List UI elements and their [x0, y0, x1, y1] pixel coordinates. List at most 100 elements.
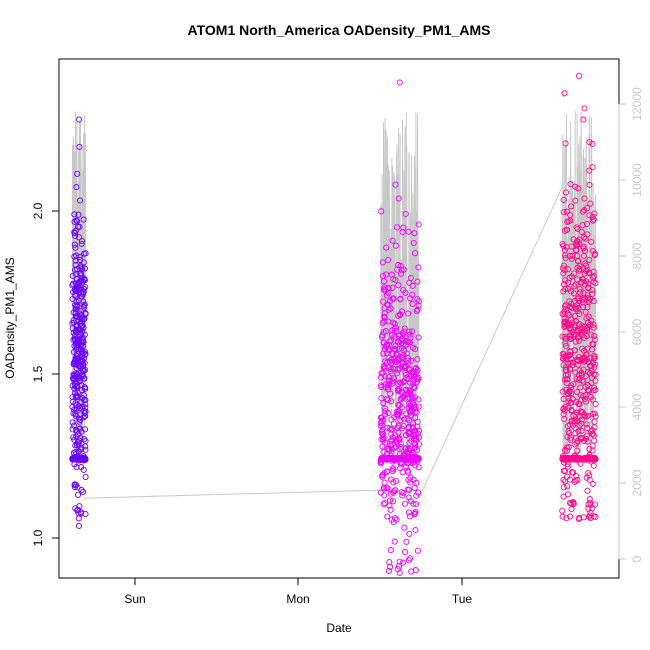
data-point: [586, 139, 593, 146]
data-point: [405, 417, 412, 424]
data-point: [395, 380, 402, 387]
data-point: [585, 368, 592, 375]
data-point: [413, 409, 420, 416]
data-point: [574, 258, 581, 265]
data-point: [403, 538, 410, 545]
data-point: [590, 513, 597, 520]
data-point: [381, 318, 388, 325]
data-point: [561, 303, 569, 310]
data-point: [571, 453, 578, 460]
data-point: [405, 228, 412, 235]
data-point: [407, 388, 414, 395]
data-point: [572, 197, 579, 204]
data-point: [560, 281, 568, 288]
data-point: [405, 400, 412, 407]
data-point: [590, 216, 597, 223]
data-point: [569, 396, 576, 403]
y-right-tick-label-2000: 2000: [630, 469, 644, 496]
data-point: [571, 478, 578, 486]
data-point: [387, 506, 394, 513]
data-point: [385, 285, 392, 292]
data-point: [381, 411, 389, 418]
data-point: [414, 367, 421, 374]
data-point: [582, 267, 590, 274]
data-point: [566, 274, 573, 281]
data-point: [74, 170, 81, 177]
data-point: [379, 422, 386, 429]
data-point: [396, 79, 403, 86]
data-point: [587, 499, 594, 506]
data-point: [80, 288, 87, 296]
data-point: [81, 250, 88, 257]
data-point: [405, 557, 412, 564]
data-point: [574, 307, 581, 315]
data-point: [574, 456, 581, 463]
data-point: [79, 395, 86, 402]
data-point: [73, 339, 80, 346]
data-point: [415, 464, 422, 471]
data-point: [397, 396, 404, 403]
data-point: [69, 419, 76, 426]
data-point: [576, 286, 583, 293]
data-point: [579, 276, 586, 283]
x-tick-label-sun: Sun: [124, 592, 145, 606]
data-point: [381, 346, 389, 353]
data-point: [69, 393, 76, 401]
data-point: [386, 354, 393, 361]
data-point: [563, 455, 570, 462]
data-point: [80, 466, 87, 473]
data-point: [570, 333, 577, 340]
data-point: [568, 390, 575, 397]
data-point: [568, 255, 575, 262]
data-point: [397, 379, 404, 386]
data-point: [381, 492, 388, 499]
data-point: [74, 302, 81, 309]
data-point: [385, 306, 392, 313]
data-point: [572, 477, 579, 484]
data-point: [559, 507, 566, 514]
data-point: [392, 346, 399, 353]
data-point: [578, 416, 585, 423]
data-point: [397, 262, 404, 269]
data-point: [387, 305, 394, 312]
right-axis-connector-1: [83, 489, 381, 499]
data-point: [81, 426, 89, 433]
data-point: [381, 287, 388, 294]
data-point: [81, 454, 88, 462]
data-point: [69, 454, 76, 462]
data-point: [388, 446, 396, 453]
data-point: [560, 467, 567, 474]
data-point: [71, 211, 78, 218]
data-point: [72, 301, 79, 309]
y-right-tick-label-12000: 12000: [630, 87, 644, 121]
data-point: [562, 189, 570, 196]
data-point: [574, 417, 581, 424]
data-point: [578, 372, 585, 379]
data-point: [410, 344, 417, 351]
data-point: [71, 253, 78, 260]
data-point: [565, 395, 572, 402]
data-point: [571, 455, 578, 462]
data-point: [561, 416, 568, 423]
data-point: [567, 513, 574, 520]
data-point: [385, 377, 392, 384]
data-point: [590, 355, 598, 362]
data-point: [407, 412, 414, 419]
data-point: [383, 395, 391, 402]
data-point: [395, 429, 402, 436]
data-point: [404, 387, 411, 394]
data-point: [82, 473, 89, 481]
data-point: [412, 526, 419, 534]
data-point: [414, 547, 421, 554]
data-point: [592, 361, 599, 368]
data-point: [393, 327, 400, 334]
data-point: [562, 367, 569, 374]
data-point: [395, 345, 402, 353]
data-point: [573, 247, 580, 254]
y-right-tick-label-10000: 10000: [630, 163, 644, 197]
data-point: [409, 395, 416, 402]
data-point: [390, 276, 397, 283]
data-point: [572, 183, 579, 190]
data-point: [392, 242, 399, 249]
data-point: [577, 289, 584, 296]
